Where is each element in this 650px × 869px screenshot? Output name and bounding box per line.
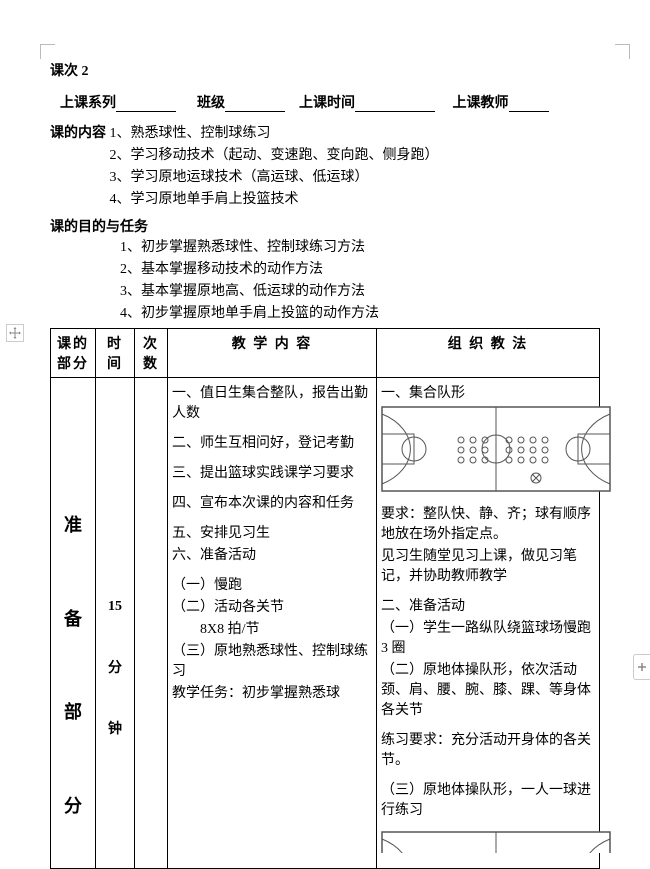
form-line: 上课系列 班级 上课时间 上课教师: [50, 92, 600, 112]
content-item: 2、学习移动技术（起动、变速跑、变向跑、侧身跑）: [110, 144, 439, 164]
series-field[interactable]: [116, 95, 176, 112]
cell-time: 15 分 钟: [96, 378, 135, 869]
purpose-items: 1、初步掌握熟悉球性、控制球练习方法 2、基本掌握移动技术的动作方法 3、基本掌…: [50, 236, 600, 322]
content-subline: 教学任务：初步掌握熟悉球: [172, 682, 372, 702]
content-line: 五、安排见习生: [172, 522, 372, 542]
method-line: （三）原地体操队形，一人一球进行练习: [381, 779, 595, 819]
content-line: 四、宣布本次课的内容和任务: [172, 492, 372, 512]
lesson-plan-table: 课的 部分 时 间 次 数 教 学 内 容 组 织 教 法 准 备 部 分 15…: [50, 328, 600, 869]
teacher-label: 上课教师: [453, 96, 509, 111]
purpose-item: 2、基本掌握移动技术的动作方法: [120, 258, 600, 278]
cell-count: [135, 378, 168, 869]
content-item: 4、学习原地单手肩上投篮技术: [110, 188, 439, 208]
method-line: 要求：整队快、静、齐；球有顺序地放在场外指定点。: [381, 503, 595, 543]
method-line: （一）学生一路纵队绕篮球场慢跑 3 圈: [381, 617, 595, 657]
doc-corner-mark: [40, 44, 55, 59]
content-item: 1、熟悉球性、控制球练习: [110, 122, 439, 142]
court-diagram-icon: [381, 831, 611, 853]
purpose-item: 1、初步掌握熟悉球性、控制球练习方法: [120, 236, 600, 256]
content-item: 3、学习原地运球技术（高运球、低运球）: [110, 166, 439, 186]
th-time: 时 间: [96, 329, 135, 378]
content-subline: （二）活动各关节: [172, 596, 372, 616]
method-line: 二、准备活动: [381, 595, 595, 615]
content-subline: （一）慢跑: [172, 574, 372, 594]
content-items: 1、熟悉球性、控制球练习 2、学习移动技术（起动、变速跑、变向跑、侧身跑） 3、…: [110, 122, 439, 210]
court-diagram-icon: [381, 406, 611, 492]
th-method: 组 织 教 法: [377, 329, 600, 378]
doc-corner-mark: [615, 44, 630, 59]
cell-teaching-content: 一、值日生集合整队，报告出勤人数 二、师生互相问好，登记考勤 三、提出篮球实践课…: [168, 378, 377, 869]
lesson-number: 课次 2: [50, 60, 600, 80]
content-line: 三、提出篮球实践课学习要求: [172, 462, 372, 482]
cell-org-method: 一、集合队形: [377, 378, 600, 869]
content-line: 一、值日生集合整队，报告出勤人数: [172, 382, 372, 422]
class-label: 班级: [197, 96, 225, 111]
series-label: 上课系列: [60, 96, 116, 111]
purpose-title: 课的目的与任务: [50, 216, 148, 236]
content-line: 二、师生互相问好，登记考勤: [172, 432, 372, 452]
content-line: 六、准备活动: [172, 544, 372, 564]
method-line: 见习生随堂见习上课，做见习笔记，并协助教师教学: [381, 545, 595, 585]
time-label: 上课时间: [299, 96, 355, 111]
cell-part: 准 备 部 分: [51, 378, 96, 869]
content-subline: （三）原地熟悉球性、控制球练习: [172, 640, 372, 680]
purpose-item: 4、初步掌握原地单手肩上投篮的动作方法: [120, 302, 600, 322]
teacher-field[interactable]: [509, 95, 549, 112]
move-handle-icon[interactable]: [6, 324, 24, 342]
lesson-purpose-block: 课的目的与任务 1、初步掌握熟悉球性、控制球练习方法 2、基本掌握移动技术的动作…: [50, 216, 600, 322]
lesson-content-block: 课的内容 1、熟悉球性、控制球练习 2、学习移动技术（起动、变速跑、变向跑、侧身…: [50, 122, 600, 210]
time-field[interactable]: [355, 95, 435, 112]
th-content: 教 学 内 容: [168, 329, 377, 378]
th-count: 次 数: [135, 329, 168, 378]
purpose-item: 3、基本掌握原地高、低运球的动作方法: [120, 280, 600, 300]
content-subline: 8X8 拍/节: [172, 618, 372, 638]
method-line: 一、集合队形: [381, 382, 595, 402]
th-part: 课的 部分: [51, 329, 96, 378]
side-expand-icon[interactable]: [633, 654, 650, 680]
method-line: 练习要求：充分活动开身体的各关节。: [381, 729, 595, 769]
class-field[interactable]: [225, 95, 285, 112]
content-title: 课的内容: [50, 122, 106, 142]
method-line: （二）原地体操队形，依次活动颈、肩、腰、腕、膝、踝、等身体各关节: [381, 659, 595, 719]
